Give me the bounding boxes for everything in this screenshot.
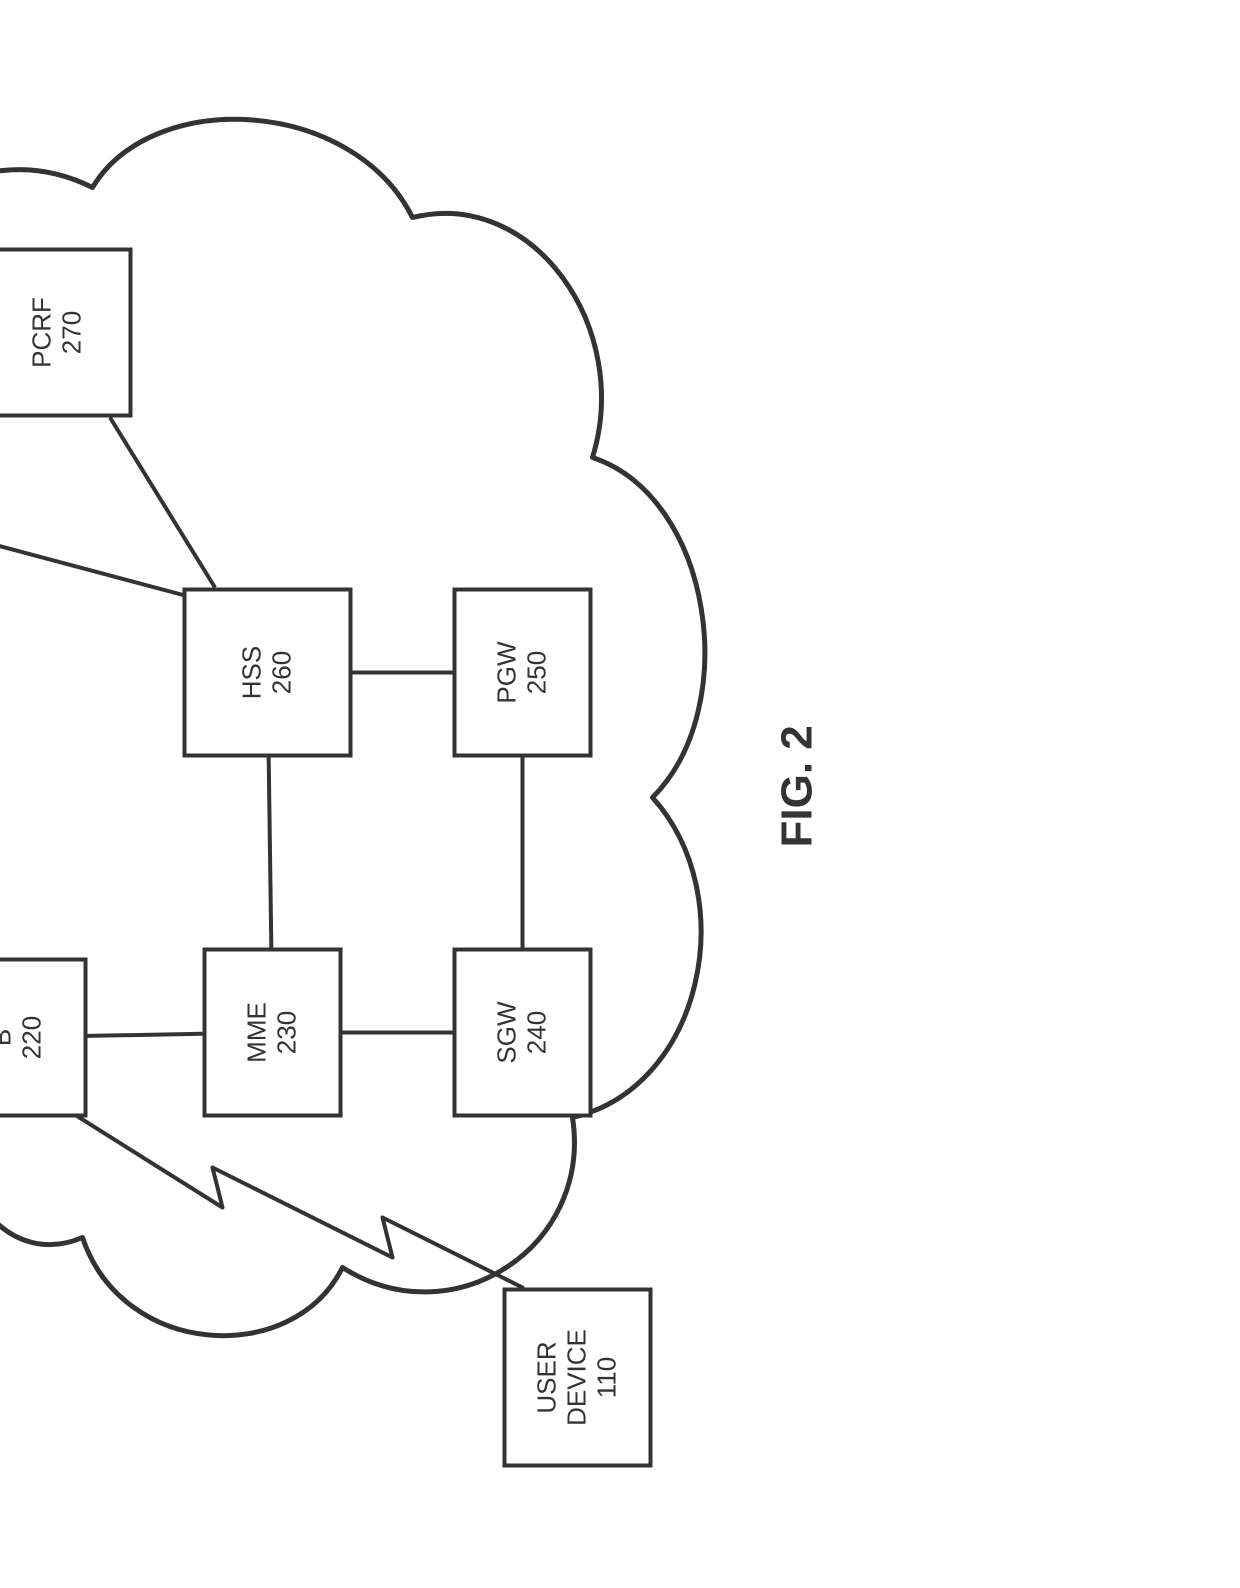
hss-label: HSS: [238, 646, 268, 699]
user-device-num: 110: [592, 1357, 622, 1398]
enodeb-box: eNODE B 220: [0, 958, 88, 1118]
pcrf-box: PCRF 270: [0, 248, 133, 418]
rotated-stage: USER DEVICE 110 NETWORK SUPPORT SYSTEM 1…: [0, 348, 1240, 1588]
user-device-box: USER DEVICE 110: [503, 1288, 653, 1468]
pgw-box: PGW 250: [453, 588, 593, 758]
pgw-label: PGW: [493, 641, 523, 703]
mme-label: MME: [243, 1002, 273, 1063]
hss-box: HSS 260: [183, 588, 353, 758]
user-device-label-1: USER: [533, 1341, 563, 1413]
mme-num: 230: [273, 1011, 303, 1054]
pcrf-num: 270: [58, 311, 88, 354]
connector-layer: [0, 1, 893, 1588]
user-device-label-2: DEVICE: [563, 1329, 593, 1426]
hss-num: 260: [268, 651, 298, 694]
mme-box: MME 230: [203, 948, 343, 1118]
figure-label: FIG. 2: [773, 725, 823, 847]
sgw-box: SGW 240: [453, 948, 593, 1118]
edges-group: [0, 418, 523, 1288]
sgw-num: 240: [523, 1011, 553, 1054]
landscape-canvas: USER DEVICE 110 NETWORK SUPPORT SYSTEM 1…: [0, 1, 893, 1588]
pcrf-label: PCRF: [28, 297, 58, 368]
enodeb-label-2: B: [0, 1029, 17, 1046]
pgw-num: 250: [523, 651, 553, 694]
enodeb-num: 220: [17, 1016, 47, 1059]
sgw-label: SGW: [493, 1001, 523, 1063]
